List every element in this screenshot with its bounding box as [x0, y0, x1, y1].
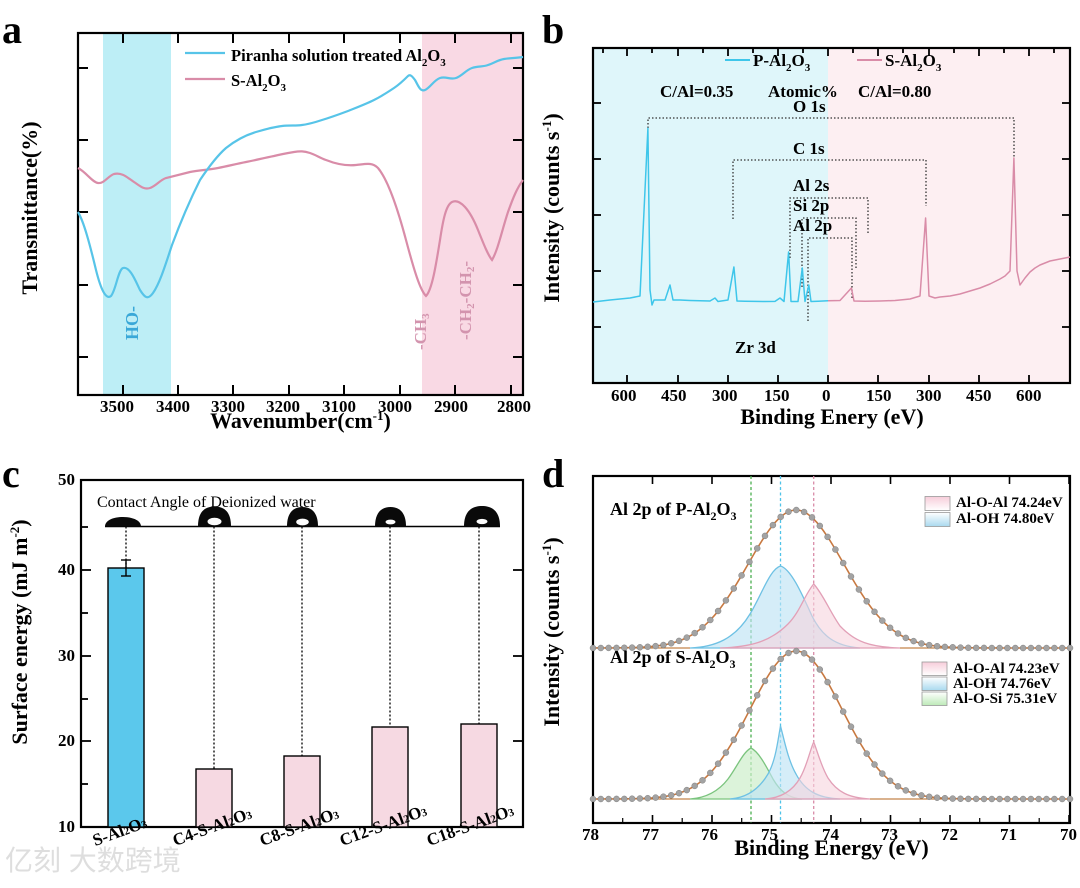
svg-text:-CH3: -CH3 — [411, 313, 432, 350]
svg-text:HO-: HO- — [122, 306, 142, 340]
svg-text:-CH2-CH2-: -CH2-CH2- — [456, 261, 477, 340]
